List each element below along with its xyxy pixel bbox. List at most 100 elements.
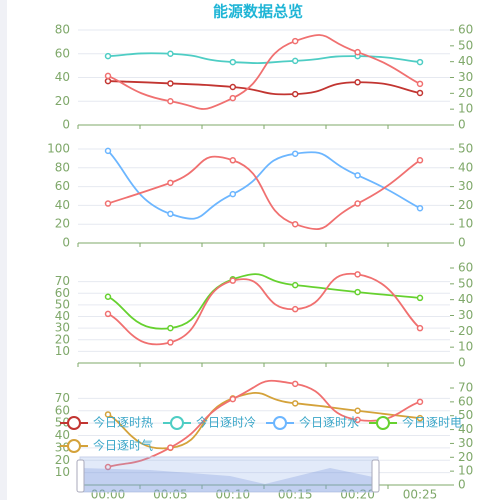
y2-tick-label: 70	[458, 381, 473, 395]
legend-label: 今日逐时水	[299, 415, 359, 430]
y-tick-label: 20	[55, 94, 70, 108]
point	[291, 37, 299, 45]
legend-item[interactable]: 今日逐时气	[60, 438, 153, 453]
point	[291, 150, 299, 157]
y2-tick-label: 60	[458, 394, 473, 408]
y-tick-label: 60	[55, 179, 70, 193]
y-tick-label: 60	[55, 46, 70, 60]
y2-tick-label: 50	[458, 276, 473, 290]
zoom-handle[interactable]	[76, 459, 85, 493]
y2-tick-label: 30	[458, 436, 473, 450]
legend-icon	[67, 439, 81, 453]
point	[354, 48, 361, 56]
point	[167, 444, 174, 451]
point	[104, 310, 112, 318]
y2-tick-label: 20	[458, 198, 473, 212]
x-tick-label: 00:10	[216, 488, 251, 500]
y-tick-label: 40	[55, 70, 70, 84]
y2-tick-label: 10	[458, 464, 473, 478]
legend-icon	[273, 416, 287, 430]
point	[229, 157, 237, 164]
legend-item[interactable]: 今日逐时水	[266, 415, 359, 430]
legend-item[interactable]: 今日逐时热	[60, 415, 153, 430]
y2-tick-label: 30	[458, 70, 473, 84]
point	[354, 288, 361, 296]
y-tick-label: 70	[55, 391, 70, 405]
y-tick-label: 40	[55, 198, 70, 212]
series-line	[107, 80, 421, 96]
point	[354, 200, 361, 207]
series-line	[107, 34, 421, 110]
y-tick-label: 30	[55, 321, 70, 335]
y2-tick-label: 0	[458, 118, 466, 132]
x-tick-label: 00:05	[153, 488, 188, 500]
x-tick-label: 00:00	[91, 488, 126, 500]
point	[104, 52, 112, 60]
y2-tick-label: 40	[458, 422, 473, 436]
point	[104, 72, 112, 80]
y2-tick-label: 0	[458, 478, 466, 492]
point	[167, 80, 174, 87]
point	[104, 200, 112, 207]
point	[229, 277, 237, 284]
point	[416, 89, 424, 97]
point	[229, 395, 237, 403]
zoom-handle[interactable]	[371, 459, 380, 493]
point	[167, 179, 174, 187]
x-tick-label: 00:15	[278, 488, 313, 500]
y-tick-label: 80	[55, 160, 70, 174]
y2-tick-label: 10	[458, 217, 473, 231]
legend-label: 今日逐时冷	[196, 415, 256, 430]
point	[416, 157, 424, 164]
y2-tick-label: 60	[458, 261, 473, 275]
y2-tick-label: 10	[458, 340, 473, 354]
point	[167, 210, 174, 218]
point	[354, 79, 361, 86]
y-tick-label: 40	[55, 309, 70, 323]
point	[291, 380, 299, 388]
point	[416, 80, 424, 88]
y2-tick-label: 20	[458, 86, 473, 100]
point	[229, 94, 237, 102]
title: 能源数据总览	[213, 3, 303, 21]
y-tick-label: 80	[55, 23, 70, 37]
y2-tick-label: 40	[458, 160, 473, 174]
y2-tick-label: 10	[458, 102, 473, 116]
y-tick-label: 40	[55, 428, 70, 442]
point	[416, 414, 424, 422]
y-tick-label: 20	[55, 217, 70, 231]
point	[291, 400, 299, 407]
point	[354, 407, 361, 414]
y2-tick-label: 50	[458, 38, 473, 52]
point	[104, 147, 112, 155]
x-tick-label: 00:20	[340, 488, 375, 500]
point	[416, 324, 424, 332]
y2-tick-label: 20	[458, 324, 473, 338]
y-tick-label: 0	[62, 118, 70, 132]
point	[416, 204, 424, 212]
y-tick-label: 20	[55, 453, 70, 467]
zoom-preview	[80, 468, 378, 492]
y2-tick-label: 40	[458, 292, 473, 306]
legend-icon	[67, 416, 81, 430]
y2-tick-label: 30	[458, 179, 473, 193]
legend-item[interactable]: 今日逐时冷	[163, 415, 256, 430]
point	[354, 271, 361, 278]
y-tick-label: 100	[47, 142, 70, 156]
y-tick-label: 0	[62, 236, 70, 250]
y2-tick-label: 30	[458, 308, 473, 322]
point	[416, 294, 424, 302]
zoom-track	[79, 456, 379, 493]
point	[229, 190, 237, 198]
legend-label: 今日逐时气	[93, 438, 153, 453]
point	[167, 50, 174, 57]
y-tick-label: 60	[55, 403, 70, 417]
legend-item[interactable]: 今日逐时电	[369, 415, 462, 430]
y2-tick-label: 0	[458, 236, 466, 250]
y-tick-label: 10	[55, 465, 70, 479]
series-line	[107, 150, 421, 220]
point	[291, 305, 299, 313]
point	[291, 281, 299, 289]
point	[416, 58, 424, 66]
